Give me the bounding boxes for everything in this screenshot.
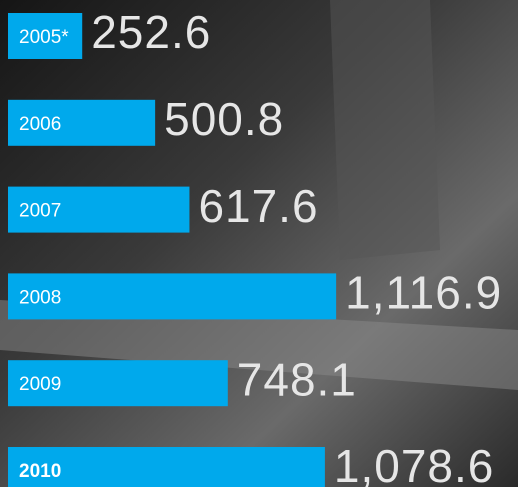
value-label: 617.6	[198, 180, 318, 232]
category-label: 2007	[19, 201, 61, 222]
value-label: 1,078.6	[334, 440, 494, 487]
bar	[8, 273, 337, 320]
bar	[8, 186, 190, 233]
bar	[8, 447, 325, 487]
background-beam	[0, 300, 518, 390]
category-label: 2008	[19, 287, 61, 308]
bar	[8, 99, 156, 146]
category-label: 2010	[19, 461, 61, 482]
value-label: 252.6	[91, 6, 211, 58]
category-label: 2005*	[19, 27, 69, 48]
background-column	[330, 0, 440, 260]
bar	[8, 360, 228, 407]
category-label: 2009	[19, 374, 61, 395]
bar	[8, 13, 83, 59]
value-label: 748.1	[237, 353, 357, 405]
value-label: 1,116.9	[345, 267, 502, 319]
value-label: 500.8	[164, 93, 284, 145]
category-label: 2006	[19, 114, 61, 135]
